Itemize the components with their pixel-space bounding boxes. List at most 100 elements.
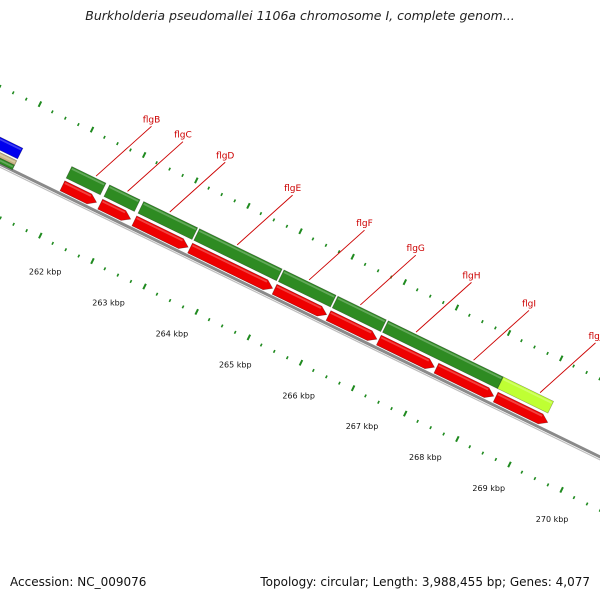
outer-tick <box>168 167 171 171</box>
inner-tick <box>285 356 289 360</box>
inner-tick <box>181 305 185 309</box>
outer-tick <box>116 141 119 146</box>
gene-green <box>331 295 387 333</box>
outer-tick <box>37 101 43 108</box>
outer-tick <box>285 224 289 228</box>
gene-green-shine <box>71 168 105 186</box>
gene-red <box>187 242 274 291</box>
leader-line <box>473 310 530 361</box>
inner-tick <box>350 385 356 392</box>
gene-red-shine <box>136 217 183 242</box>
inner-tick <box>507 461 512 468</box>
outer-tick <box>454 304 460 311</box>
scale-label: 270 kbp <box>536 515 569 524</box>
leader-line <box>169 161 226 213</box>
gene-green <box>137 201 199 240</box>
inner-tick <box>324 375 328 379</box>
inner-tick <box>77 254 81 258</box>
gene-red <box>271 283 328 317</box>
outer-tick <box>559 355 564 362</box>
scale-ticks <box>0 84 600 512</box>
outer-tick <box>311 237 315 241</box>
outer-tick <box>207 186 211 190</box>
inner-tick <box>546 483 550 487</box>
outer-tick <box>441 300 445 305</box>
inner-tick <box>155 292 159 296</box>
outer-tick <box>506 329 512 337</box>
leader-line <box>539 342 596 393</box>
gene-red <box>325 310 378 341</box>
inner-tick <box>246 334 252 341</box>
inner-tick <box>142 283 147 290</box>
outer-tick <box>155 161 158 165</box>
inner-tick <box>520 470 524 474</box>
inner-tick <box>559 486 564 494</box>
inner-tick <box>468 445 472 449</box>
inner-tick <box>116 273 120 277</box>
gene-label: flgJ <box>588 332 600 342</box>
gene-green <box>103 184 141 212</box>
outer-tick <box>103 135 106 139</box>
scale-label: 266 kbp <box>282 391 315 400</box>
outer-tick <box>50 110 54 114</box>
gene-red <box>59 180 98 205</box>
scale-label: 264 kbp <box>156 330 189 339</box>
inner-tick <box>51 241 55 246</box>
gene-label: flgD <box>216 151 234 161</box>
inner-tick <box>585 502 589 506</box>
outer-tick <box>24 97 28 101</box>
gene-tan-shine <box>0 153 16 163</box>
gene-red-shine <box>438 364 489 391</box>
outer-tick <box>194 177 199 184</box>
outer-tick <box>350 253 355 260</box>
gene-green <box>65 166 107 196</box>
backbone-line <box>0 166 600 461</box>
gene-red-shine <box>276 285 322 309</box>
inner-tick <box>429 425 433 430</box>
inner-tick <box>481 451 485 455</box>
inner-tick <box>377 400 380 404</box>
inner-tick <box>207 317 211 322</box>
outer-tick <box>141 151 147 159</box>
outer-tick <box>480 319 484 324</box>
outer-tick <box>272 218 276 222</box>
inner-tick <box>390 406 393 411</box>
inner-tick <box>12 222 15 226</box>
outer-tick <box>129 148 132 152</box>
gene-label: flgB <box>143 115 161 125</box>
gene-label: flgF <box>356 219 373 229</box>
inner-tick <box>494 457 498 462</box>
leader-line <box>308 229 365 281</box>
inner-tick <box>272 349 276 354</box>
outer-tick <box>585 370 588 375</box>
outer-tick <box>220 192 224 197</box>
inner-tick <box>364 394 367 398</box>
genome-stats-text: Topology: circular; Length: 3,988,455 bp… <box>260 575 590 589</box>
inner-tick <box>25 228 29 233</box>
gene-red <box>131 215 189 249</box>
gene-green-shine <box>109 186 139 202</box>
outer-tick <box>233 199 237 203</box>
leader-line <box>415 282 472 333</box>
outer-tick <box>0 84 2 89</box>
inner-tick <box>0 216 2 220</box>
gene-green-shine <box>199 230 281 272</box>
gene-lime <box>497 376 555 414</box>
inner-tick <box>533 476 537 481</box>
inner-tick <box>403 410 408 417</box>
scale-label: 268 kbp <box>409 453 442 462</box>
gene-label-leaders <box>95 125 596 393</box>
inner-tick <box>259 343 263 347</box>
outer-tick <box>324 243 328 248</box>
gene-labels: flgB flgC flgD flgE flgF flgG flgH flgI flgJ <box>143 115 600 342</box>
gene-green <box>277 269 337 308</box>
gene-green-shine <box>283 271 335 298</box>
inner-tick <box>311 368 315 373</box>
leader-line <box>95 125 152 177</box>
outer-tick <box>246 202 251 209</box>
gene-red-shine <box>380 336 430 362</box>
gene-red-shine <box>102 200 126 214</box>
scale-label: 269 kbp <box>472 484 505 493</box>
